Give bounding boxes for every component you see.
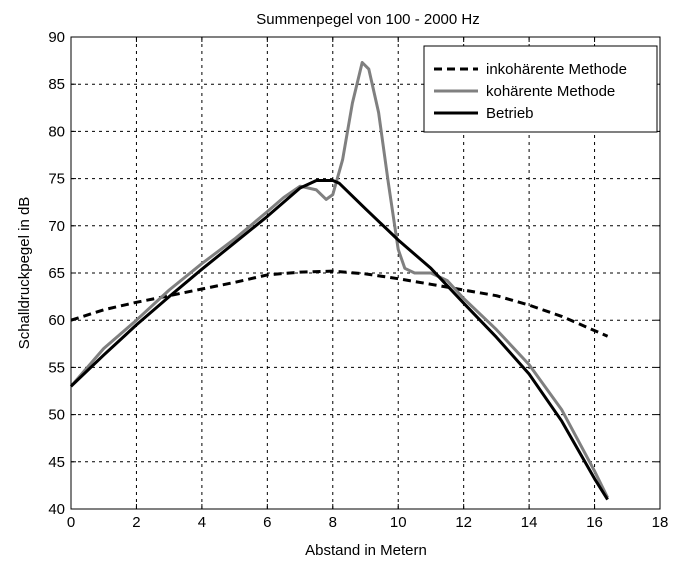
x-tick-label: 12 bbox=[455, 514, 472, 531]
y-tick-label: 80 bbox=[48, 123, 65, 140]
chart-title: Summenpegel von 100 - 2000 Hz bbox=[256, 11, 479, 28]
x-axis-label: Abstand in Metern bbox=[305, 542, 427, 559]
y-tick-label: 45 bbox=[48, 454, 65, 471]
y-tick-label: 50 bbox=[48, 407, 65, 424]
x-tick-label: 8 bbox=[329, 514, 337, 531]
grid-lines bbox=[71, 37, 660, 509]
x-tick-label: 6 bbox=[263, 514, 271, 531]
x-tick-label: 14 bbox=[521, 514, 538, 531]
legend-label: Betrieb bbox=[486, 105, 534, 122]
y-tick-label: 90 bbox=[48, 29, 65, 46]
legend: inkohärente Methode kohärente Methode Betr… bbox=[423, 45, 658, 133]
x-tick-label: 18 bbox=[652, 514, 669, 531]
legend-label: inkohärente Methode bbox=[486, 61, 627, 78]
y-tick-label: 75 bbox=[48, 171, 65, 188]
x-tick-label: 4 bbox=[198, 514, 206, 531]
series-layer bbox=[69, 61, 609, 501]
y-tick-label: 55 bbox=[48, 359, 65, 376]
y-tick-label: 40 bbox=[48, 501, 65, 518]
axis-ticks: 0 2 4 6 8 10 12 14 16 18 40 45 50 55 60 65 70 75 80 85 90 bbox=[48, 29, 668, 531]
y-tick-label: 65 bbox=[48, 265, 65, 282]
y-tick-label: 60 bbox=[48, 312, 65, 329]
legend-label: kohärente Methode bbox=[486, 83, 615, 100]
x-tick-label: 2 bbox=[132, 514, 140, 531]
x-tick-label: 10 bbox=[390, 514, 407, 531]
series-line-2 bbox=[69, 61, 609, 499]
legend-box bbox=[423, 45, 658, 133]
y-axis-label: Schalldruckpegel in dB bbox=[16, 197, 33, 350]
y-tick-label: 85 bbox=[48, 76, 65, 93]
x-tick-label: 16 bbox=[586, 514, 603, 531]
series-line-1 bbox=[70, 269, 609, 338]
series-line-3 bbox=[69, 179, 609, 501]
x-tick-label: 0 bbox=[67, 514, 75, 531]
y-tick-label: 70 bbox=[48, 218, 65, 235]
